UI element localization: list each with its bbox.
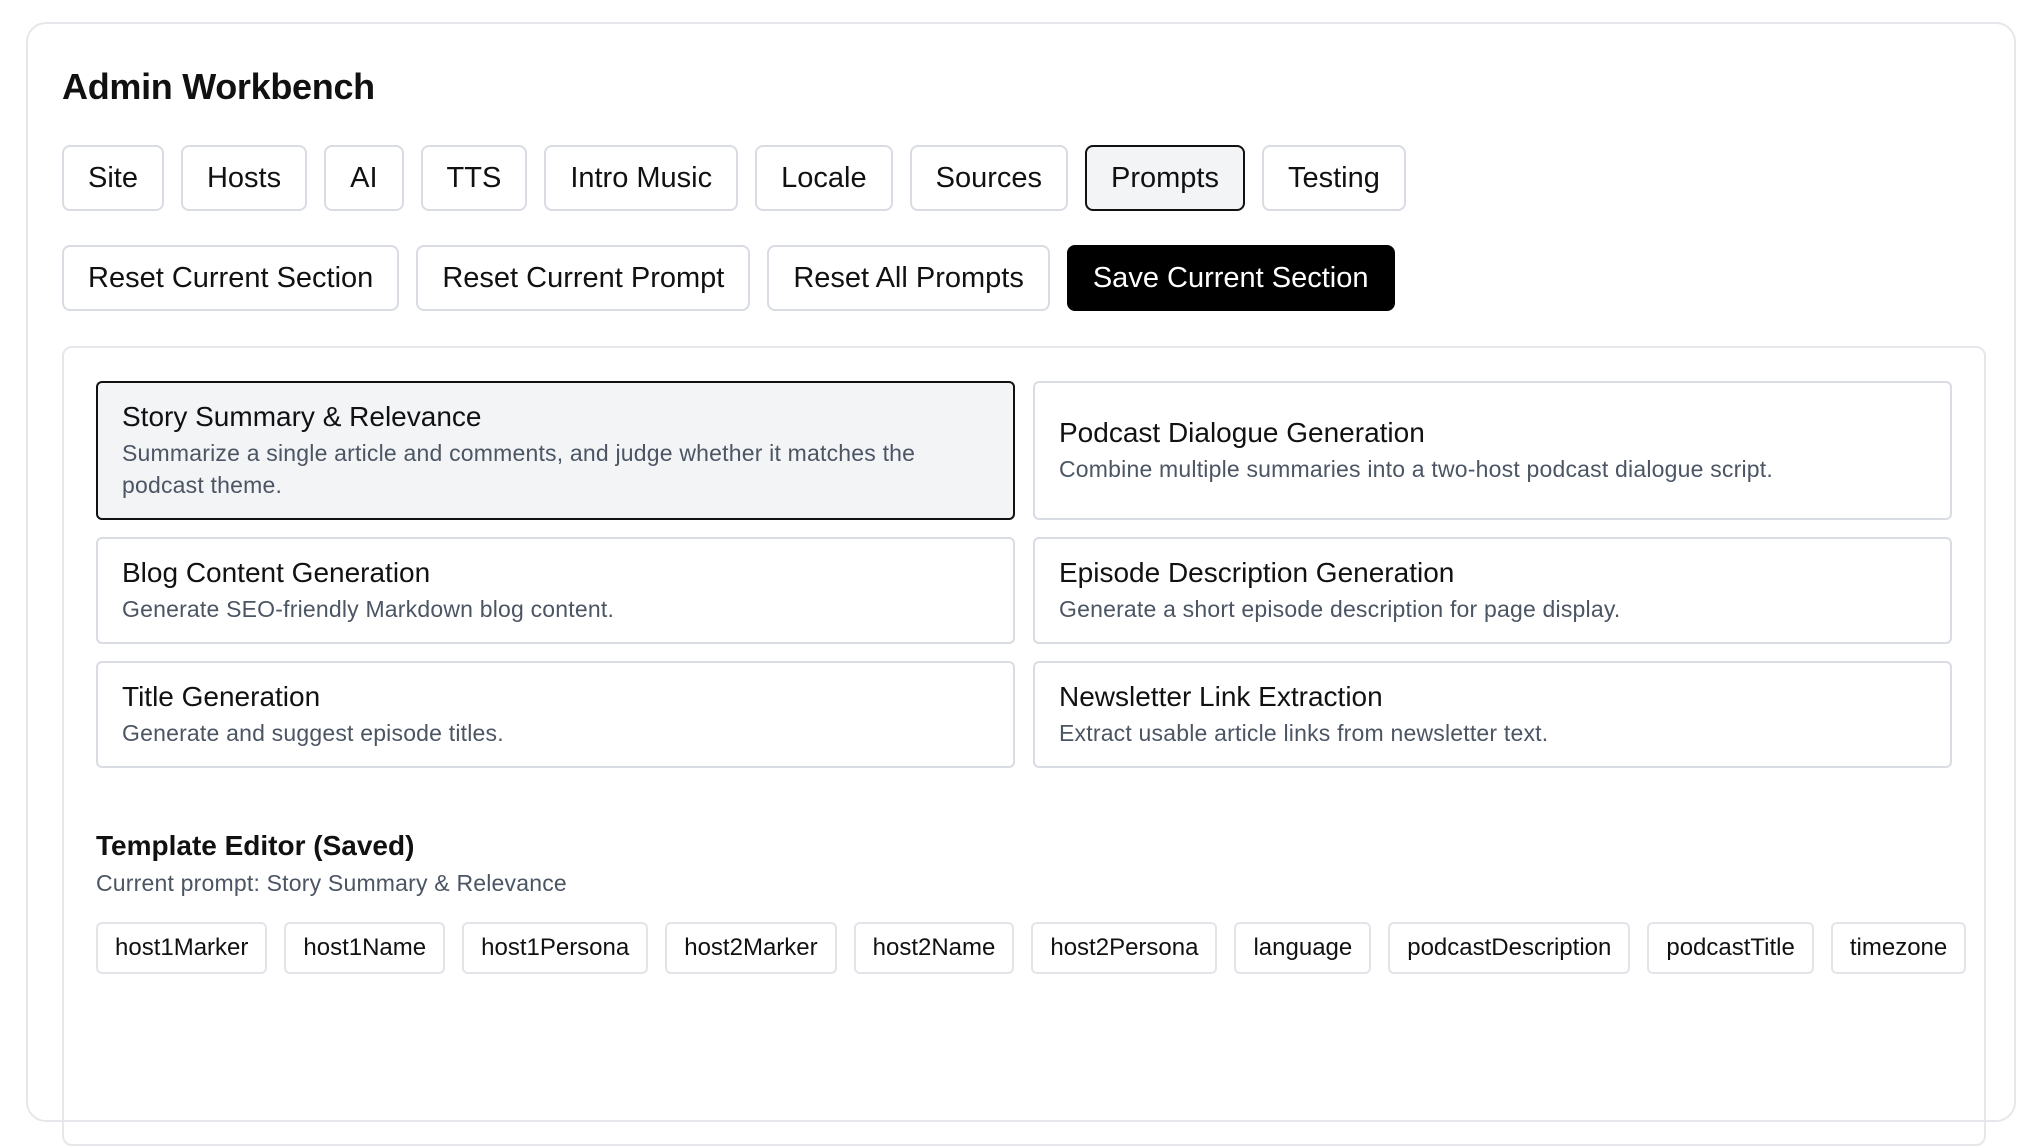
prompts-panel: Story Summary & Relevance Summarize a si… [62, 346, 1986, 1146]
prompt-card-blog-content[interactable]: Blog Content Generation Generate SEO-fri… [96, 537, 1015, 644]
tab-tts[interactable]: TTS [420, 145, 528, 211]
prompt-description: Generate a short episode description for… [1059, 595, 1621, 622]
section-tabs: Site Hosts AI TTS Intro Music Locale Sou… [62, 145, 1406, 211]
prompt-card-newsletter-link[interactable]: Newsletter Link Extraction Extract usabl… [1033, 661, 1952, 768]
variable-chip[interactable]: podcastDescription [1388, 922, 1631, 974]
prompt-description: Extract usable article links from newsle… [1059, 719, 1549, 746]
prompt-card-story-summary[interactable]: Story Summary & Relevance Summarize a si… [96, 381, 1015, 520]
prompt-description: Combine multiple summaries into a two-ho… [1059, 455, 1773, 482]
tab-sources[interactable]: Sources [909, 145, 1068, 211]
tab-testing[interactable]: Testing [1261, 145, 1406, 211]
reset-current-section-button[interactable]: Reset Current Section [62, 245, 400, 311]
variable-chip[interactable]: host1Persona [462, 922, 649, 974]
tab-site[interactable]: Site [62, 145, 164, 211]
page-title: Admin Workbench [62, 66, 375, 107]
prompt-card-episode-description[interactable]: Episode Description Generation Generate … [1033, 537, 1952, 644]
prompt-card-title-generation[interactable]: Title Generation Generate and suggest ep… [96, 661, 1015, 768]
variable-chip[interactable]: language [1234, 922, 1372, 974]
variable-chip[interactable]: host2Name [853, 922, 1015, 974]
prompt-name: Newsletter Link Extraction [1059, 680, 1383, 712]
admin-workbench-card: Admin Workbench Site Hosts AI TTS Intro … [26, 22, 2016, 1146]
prompt-name: Story Summary & Relevance [122, 400, 482, 432]
tab-locale[interactable]: Locale [755, 145, 893, 211]
variable-chip[interactable]: podcastTitle [1647, 922, 1814, 974]
prompt-name: Episode Description Generation [1059, 556, 1455, 588]
template-variables: host1Marker host1Name host1Persona host2… [96, 922, 1996, 974]
variable-chip[interactable]: host1Marker [96, 922, 268, 974]
prompt-name: Podcast Dialogue Generation [1059, 416, 1425, 448]
template-editor-title: Template Editor (Saved) [96, 830, 415, 861]
variable-chip[interactable]: host2Persona [1031, 922, 1218, 974]
prompt-card-podcast-dialogue[interactable]: Podcast Dialogue Generation Combine mult… [1033, 381, 1952, 520]
prompt-description: Generate and suggest episode titles. [122, 719, 504, 746]
variable-chip[interactable]: host1Name [284, 922, 446, 974]
prompt-name: Title Generation [122, 680, 321, 712]
variable-chip[interactable]: timezone [1830, 922, 1967, 974]
prompt-description: Summarize a single article and comments,… [122, 439, 916, 498]
current-prompt-label: Current prompt: Story Summary & Relevanc… [96, 870, 567, 896]
prompt-list: Story Summary & Relevance Summarize a si… [96, 381, 1952, 768]
reset-all-prompts-button[interactable]: Reset All Prompts [767, 245, 1050, 311]
tab-prompts[interactable]: Prompts [1085, 145, 1245, 211]
action-bar: Reset Current Section Reset Current Prom… [62, 245, 1395, 311]
variable-chip[interactable]: host2Marker [665, 922, 837, 974]
prompt-description: Generate SEO-friendly Markdown blog cont… [122, 595, 615, 622]
reset-current-prompt-button[interactable]: Reset Current Prompt [416, 245, 751, 311]
tab-ai[interactable]: AI [324, 145, 404, 211]
tab-intro-music[interactable]: Intro Music [544, 145, 739, 211]
prompt-name: Blog Content Generation [122, 556, 431, 588]
tab-hosts[interactable]: Hosts [180, 145, 308, 211]
save-current-section-button[interactable]: Save Current Section [1066, 245, 1395, 311]
